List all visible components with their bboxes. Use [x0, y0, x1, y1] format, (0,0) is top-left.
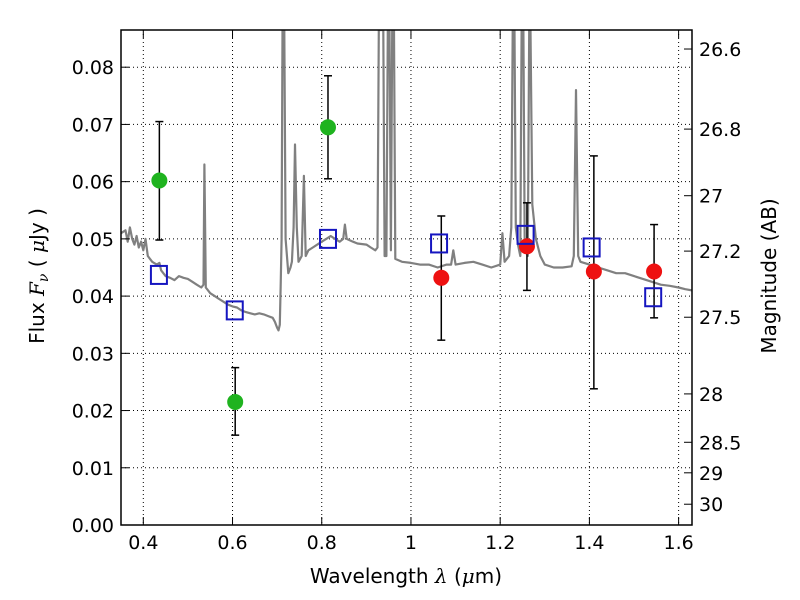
x-tick-label: 0.8: [307, 532, 337, 554]
x-axis-title-mu: μ: [462, 564, 475, 588]
data-point: [518, 238, 535, 255]
model-point: [318, 228, 337, 249]
grid-lines: [121, 30, 692, 526]
y-tick-label: 0.08: [72, 57, 114, 79]
model-spectrum: [121, 30, 692, 332]
plot-frame: [120, 29, 693, 526]
y-tick-label: 0.06: [72, 172, 114, 194]
y2-tick-label: 28.5: [699, 432, 741, 454]
y-axis-title-open: (: [25, 253, 49, 274]
axis-ticks: 0.4 0.6 0.8 1 1.2 1.4 1.6 0.00 0.01 0.02 0.03 0.04 0…: [72, 30, 741, 554]
y2-tick-label: 27: [699, 186, 723, 208]
model-point: [582, 237, 601, 258]
y2-tick-label: 28: [699, 384, 723, 406]
data-point: [227, 393, 244, 410]
y2-tick-label: 27.2: [699, 241, 741, 263]
y-tick-label: 0.03: [72, 343, 114, 365]
data-point: [433, 269, 450, 286]
y2-tick-label: 26.8: [699, 119, 741, 141]
model-point: [644, 287, 663, 308]
x-axis-title: Wavelength λ (μm): [310, 564, 502, 588]
spectrum-line: [121, 30, 692, 332]
y-tick-label: 0.00: [72, 515, 114, 537]
model-point: [516, 224, 535, 245]
x-axis-title-prefix: Wavelength: [310, 564, 435, 588]
x-tick-label: 1.2: [485, 532, 515, 554]
y-tick-label: 0.02: [72, 401, 114, 423]
y-tick-label: 0.04: [72, 286, 114, 308]
x-axis-title-unit: m): [475, 564, 502, 588]
x-tick-label: 0.6: [217, 532, 247, 554]
x-tick-label: 1.6: [664, 532, 694, 554]
y-tick-label: 0.01: [72, 458, 114, 480]
y-axis-title-mu: μ: [25, 240, 49, 253]
data-point: [151, 172, 168, 189]
y-tick-label: 0.07: [72, 114, 114, 136]
y2-tick-label: 30: [699, 494, 723, 516]
data-point: [319, 119, 336, 136]
model-point: [430, 233, 449, 254]
y-axis-title-f: F: [25, 281, 49, 297]
photometry-points: [149, 75, 663, 436]
x-axis-title-lambda: λ: [434, 564, 448, 588]
y-tick-label: 0.05: [72, 229, 114, 251]
y2-tick-label: 27.5: [699, 307, 741, 329]
y-axis-title: Flux Fν ( μJy ): [25, 208, 52, 344]
y2-tick-label: 26.6: [699, 39, 741, 61]
y-axis-title-nu: ν: [36, 273, 52, 282]
x-tick-label: 0.4: [128, 532, 158, 554]
model-point: [225, 300, 244, 321]
x-tick-label: 1: [405, 532, 417, 554]
x-axis-title-open: (: [448, 564, 462, 588]
right-axis-title: Magnitude (AB): [757, 198, 781, 353]
y2-tick-label: 29: [699, 463, 723, 485]
data-point: [585, 263, 602, 280]
y-axis-title-unit: Jy ): [25, 208, 49, 242]
model-point: [149, 264, 168, 285]
y-axis-title-prefix: Flux: [25, 296, 49, 344]
data-point: [646, 263, 663, 280]
x-tick-label: 1.4: [574, 532, 604, 554]
